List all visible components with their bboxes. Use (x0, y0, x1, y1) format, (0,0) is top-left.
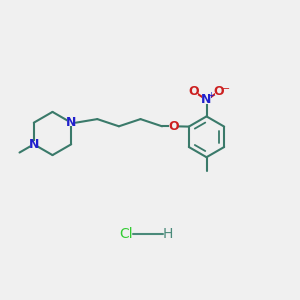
Text: +: + (207, 91, 214, 100)
Text: O: O (189, 85, 199, 98)
FancyBboxPatch shape (30, 140, 38, 148)
Text: Cl: Cl (119, 227, 133, 241)
FancyBboxPatch shape (190, 88, 198, 95)
Text: −: − (222, 84, 230, 94)
FancyBboxPatch shape (215, 88, 223, 95)
FancyBboxPatch shape (202, 96, 211, 104)
Text: O: O (168, 120, 179, 133)
FancyBboxPatch shape (169, 122, 178, 130)
Text: N: N (201, 93, 212, 106)
Text: H: H (163, 227, 173, 241)
Text: O: O (214, 85, 224, 98)
Text: N: N (66, 116, 76, 129)
Text: N: N (28, 138, 39, 151)
FancyBboxPatch shape (67, 119, 75, 126)
